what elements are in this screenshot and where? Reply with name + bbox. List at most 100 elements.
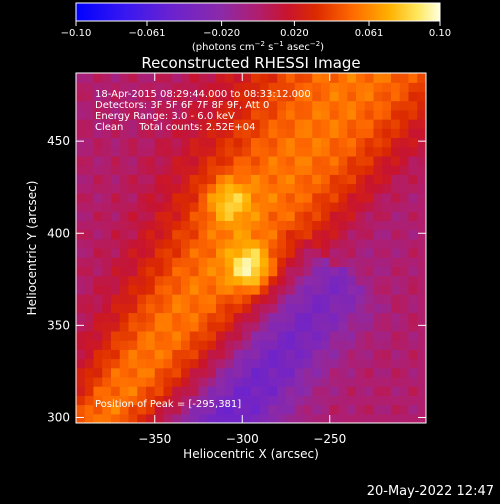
heatmap-cell	[111, 128, 121, 139]
heatmap-cell	[198, 275, 208, 286]
heatmap-cell	[338, 229, 348, 240]
heatmap-cell	[154, 367, 165, 378]
heatmap-cell	[233, 340, 243, 350]
heatmap-cell	[181, 257, 191, 268]
heatmap-cell	[198, 229, 208, 240]
heatmap-cell	[259, 201, 270, 212]
heatmap-cell	[172, 155, 182, 166]
heatmap-cell	[312, 220, 322, 231]
heatmap-cell	[321, 73, 331, 83]
heatmap-cell	[216, 100, 226, 111]
heatmap-cell	[76, 312, 86, 323]
heatmap-cell	[321, 349, 331, 360]
heatmap-cell	[181, 284, 191, 295]
heatmap-cell	[216, 275, 226, 286]
heatmap-cell	[216, 303, 226, 314]
heatmap-cell	[102, 367, 112, 378]
heatmap-cell	[382, 128, 392, 139]
heatmap-cell	[233, 303, 243, 314]
heatmap-cell	[84, 358, 95, 369]
heatmap-cell	[391, 284, 401, 295]
heatmap-cell	[408, 82, 418, 93]
heatmap-cell	[84, 229, 95, 240]
heatmap-cell	[303, 82, 313, 93]
heatmap-cell	[399, 174, 410, 185]
heatmap-cell	[338, 220, 348, 231]
heatmap-cell	[207, 340, 217, 350]
heatmap-cell	[224, 192, 235, 203]
heatmap-cell	[303, 413, 313, 423]
heatmap-cell	[277, 201, 287, 212]
heatmap-cell	[128, 284, 138, 295]
heatmap-cell	[321, 192, 331, 203]
heatmap-cell	[329, 229, 340, 240]
heatmap-cell	[277, 220, 287, 231]
heatmap-cell	[76, 358, 86, 369]
heatmap-cell	[321, 238, 331, 249]
heatmap-cell	[277, 100, 287, 111]
heatmap-cell	[189, 340, 200, 350]
heatmap-cell	[347, 413, 357, 423]
heatmap-cell	[84, 395, 95, 406]
heatmap-cell	[312, 404, 322, 415]
heatmap-cell	[286, 367, 296, 378]
heatmap-cell	[399, 128, 410, 139]
heatmap-cell	[277, 73, 287, 83]
heatmap-cell	[154, 229, 165, 240]
heatmap-cell	[312, 192, 322, 203]
heatmap-cell	[163, 386, 173, 396]
heatmap-cell	[277, 266, 287, 277]
heatmap-cell	[382, 367, 392, 378]
heatmap-cell	[373, 128, 383, 139]
heatmap-cell	[146, 349, 156, 360]
heatmap-cell	[347, 91, 357, 102]
heatmap-cell	[294, 330, 305, 341]
heatmap-cell	[294, 275, 305, 286]
heatmap-cell	[408, 376, 418, 387]
heatmap-cell	[137, 73, 147, 83]
heatmap-cell	[356, 201, 366, 212]
heatmap-cell	[303, 330, 313, 341]
heatmap-cell	[216, 284, 226, 295]
heatmap-cell	[408, 238, 418, 249]
heatmap-cell	[347, 257, 357, 268]
heatmap-cell	[382, 275, 392, 286]
colorbar-tick-label: 0.061	[355, 28, 384, 39]
heatmap-cell	[268, 386, 278, 396]
annotation-time-range: 18-Apr-2015 08:29:44.000 to 08:33:12.000	[95, 89, 311, 100]
heatmap-cell	[294, 211, 305, 221]
heatmap-cell	[399, 303, 410, 314]
heatmap-cell	[408, 367, 418, 378]
heatmap-cell	[181, 137, 191, 148]
heatmap-cell	[154, 321, 165, 332]
heatmap-cell	[163, 340, 173, 350]
heatmap-cell	[277, 109, 287, 120]
heatmap-cell	[399, 275, 410, 286]
heatmap-cell	[181, 266, 191, 277]
heatmap-cell	[286, 376, 296, 387]
heatmap-cell	[268, 174, 278, 185]
heatmap-cell	[399, 119, 410, 129]
heatmap-cell	[259, 238, 270, 249]
heatmap-cell	[224, 174, 235, 185]
heatmap-cell	[84, 183, 95, 194]
heatmap-cell	[329, 284, 340, 295]
heatmap-cell	[356, 229, 366, 240]
heatmap-cell	[277, 91, 287, 102]
heatmap-cell	[181, 192, 191, 203]
heatmap-cell	[338, 238, 348, 249]
heatmap-cell	[303, 146, 313, 157]
heatmap-cell	[399, 404, 410, 415]
heatmap-cell	[84, 192, 95, 203]
heatmap-cell	[216, 73, 226, 83]
heatmap-cell	[189, 201, 200, 212]
heatmap-cell	[172, 109, 182, 120]
heatmap-cell	[76, 119, 86, 129]
heatmap-cell	[294, 294, 305, 304]
heatmap-cell	[242, 100, 252, 111]
heatmap-cell	[329, 386, 340, 396]
heatmap-cell	[303, 312, 313, 323]
heatmap-cell	[242, 248, 252, 258]
heatmap-cell	[364, 321, 375, 332]
